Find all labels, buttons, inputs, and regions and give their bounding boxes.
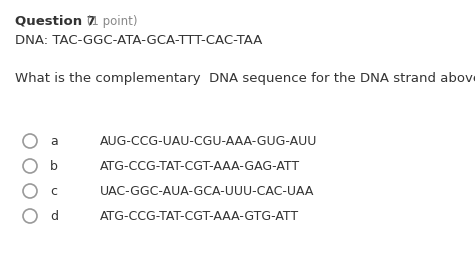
Text: c: c [50, 185, 57, 198]
Text: AUG-CCG-UAU-CGU-AAA-GUG-AUU: AUG-CCG-UAU-CGU-AAA-GUG-AUU [100, 135, 317, 148]
Text: ATG-CCG-TAT-CGT-AAA-GAG-ATT: ATG-CCG-TAT-CGT-AAA-GAG-ATT [100, 160, 300, 173]
Text: b: b [50, 160, 58, 173]
Text: UAC-GGC-AUA-GCA-UUU-CAC-UAA: UAC-GGC-AUA-GCA-UUU-CAC-UAA [100, 185, 314, 198]
Text: What is the complementary  DNA sequence for the DNA strand above?: What is the complementary DNA sequence f… [15, 72, 475, 85]
Text: DNA: TAC-GGC-ATA-GCA-TTT-CAC-TAA: DNA: TAC-GGC-ATA-GCA-TTT-CAC-TAA [15, 34, 262, 47]
Text: a: a [50, 135, 58, 148]
Text: ATG-CCG-TAT-CGT-AAA-GTG-ATT: ATG-CCG-TAT-CGT-AAA-GTG-ATT [100, 210, 299, 223]
Text: d: d [50, 210, 58, 223]
Text: Question 7: Question 7 [15, 14, 96, 27]
Text: (1 point): (1 point) [83, 15, 137, 28]
